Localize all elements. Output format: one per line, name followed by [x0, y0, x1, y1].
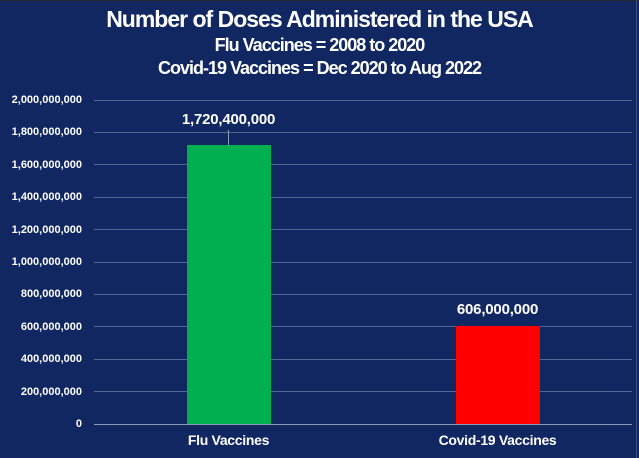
- chart-subtitle-flu: Flu Vaccines = 2008 to 2020: [214, 35, 426, 55]
- y-tick-label: 600,000,000: [20, 320, 82, 333]
- gridline: [94, 358, 632, 360]
- y-tick-label: 1,000,000,000: [11, 256, 82, 268]
- bar-flu-vaccines: [186, 145, 271, 424]
- y-tick-label: 1,200,000,000: [11, 223, 82, 236]
- x-axis-line: [94, 423, 632, 425]
- category-label: Flu Vaccines: [187, 432, 270, 448]
- bar-covid-19-vaccines: [455, 326, 540, 424]
- y-tick-label: 1,400,000,000: [11, 191, 82, 204]
- gridline: [94, 196, 632, 198]
- gridline: [94, 293, 632, 295]
- chart-title: Number of Doses Administered in the USA: [106, 6, 534, 32]
- y-tick-label: 0: [75, 418, 82, 430]
- gridline: [94, 131, 632, 133]
- gridline: [94, 261, 632, 263]
- gridline: [94, 391, 632, 393]
- y-tick-label: 1,600,000,000: [11, 158, 82, 171]
- gridline: [94, 229, 632, 231]
- category-label: Covid-19 Vaccines: [438, 432, 557, 448]
- right-border: [636, 0, 637, 458]
- bar-value-label: 1,720,400,000: [181, 111, 276, 128]
- gridline: [94, 164, 632, 166]
- y-tick-label: 200,000,000: [20, 385, 82, 398]
- y-tick-label: 800,000,000: [20, 288, 82, 301]
- y-tick-label: 1,800,000,000: [11, 126, 82, 139]
- gridline: [94, 99, 632, 101]
- title-block: Number of Doses Administered in the USA …: [0, 5, 639, 80]
- y-tick-label: 2,000,000,000: [11, 94, 82, 106]
- gridline: [94, 326, 632, 328]
- y-tick-label: 400,000,000: [20, 353, 82, 366]
- bar-value-label: 606,000,000: [456, 301, 539, 318]
- chart-subtitle-covid: Covid-19 Vaccines = Dec 2020 to Aug 2022: [157, 58, 482, 78]
- label-leader-line: [228, 130, 229, 145]
- top-border: [0, 0, 639, 1]
